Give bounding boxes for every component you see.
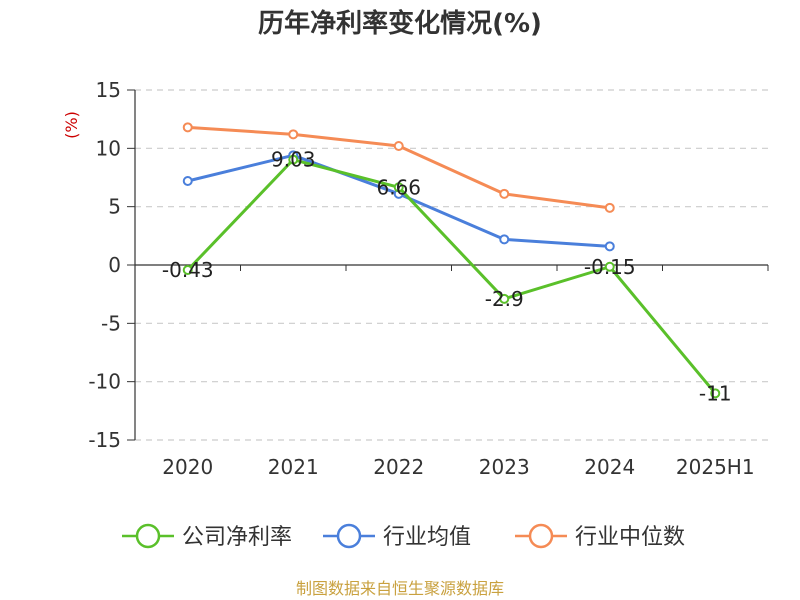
series-3-point [499,188,510,199]
y-tick-label: -10 [88,370,121,394]
y-tick-label: 15 [96,78,121,102]
legend-item: 行业中位数 [515,523,685,550]
legend-item: 公司净利率 [122,523,292,550]
series-1-point [182,265,193,276]
data-label: -11 [699,381,732,405]
series-1-point [288,154,299,165]
series-2-point [182,176,193,186]
series-1-line [186,158,717,395]
source-footer: 制图数据来自恒生聚源数据库 [296,579,504,598]
series-3-point [182,122,193,133]
y-tick-label: -5 [101,311,121,335]
legend-label: 行业中位数 [575,525,685,550]
series-3-point [393,141,404,151]
legend: 公司净利率 行业均值 行业中位数 [122,523,685,550]
y-axis-label: (%) [62,111,81,139]
legend-marker [336,523,362,549]
series-3-point [288,129,299,140]
data-label: 6.66 [376,175,421,199]
x-tick-label: 2022 [373,455,424,479]
y-tick-label: 10 [96,136,121,160]
y-tick-label: 0 [108,253,121,277]
x-tick-label: 2021 [268,455,319,479]
series-3-point [604,202,615,213]
series-2-point [604,241,615,252]
series-lines [182,122,721,399]
series-1-point [499,293,510,304]
legend-marker [135,523,161,549]
legend-item: 行业均值 [323,523,471,550]
x-tick-label: 2025H1 [676,455,755,479]
chart-title: 历年净利率变化情况(%) [258,8,542,39]
y-tick-label: 5 [108,195,121,219]
series-1-point [393,182,404,193]
series-1-point [710,388,721,399]
legend-label: 行业均值 [383,525,471,550]
x-tick-label: 2023 [479,455,530,479]
x-tick-label: 2024 [584,455,635,479]
legend-label: 公司净利率 [182,525,292,550]
data-labels: -0.43 9.03 6.66 -2.9 -0.15 -11 [162,148,732,406]
data-label: -0.43 [162,258,214,282]
legend-marker [528,523,554,549]
series-2-point [499,234,510,245]
series-1-point [604,261,615,272]
axes: 15 10 5 0 -5 -10 -15 2020 2021 2022 2023 2024 2025H1 [88,78,769,479]
y-tick-label: -15 [88,428,121,452]
data-label: 9.03 [271,148,316,172]
data-label: -0.15 [584,255,636,279]
data-label: -2.9 [485,287,524,311]
x-tick-label: 2020 [162,455,213,479]
